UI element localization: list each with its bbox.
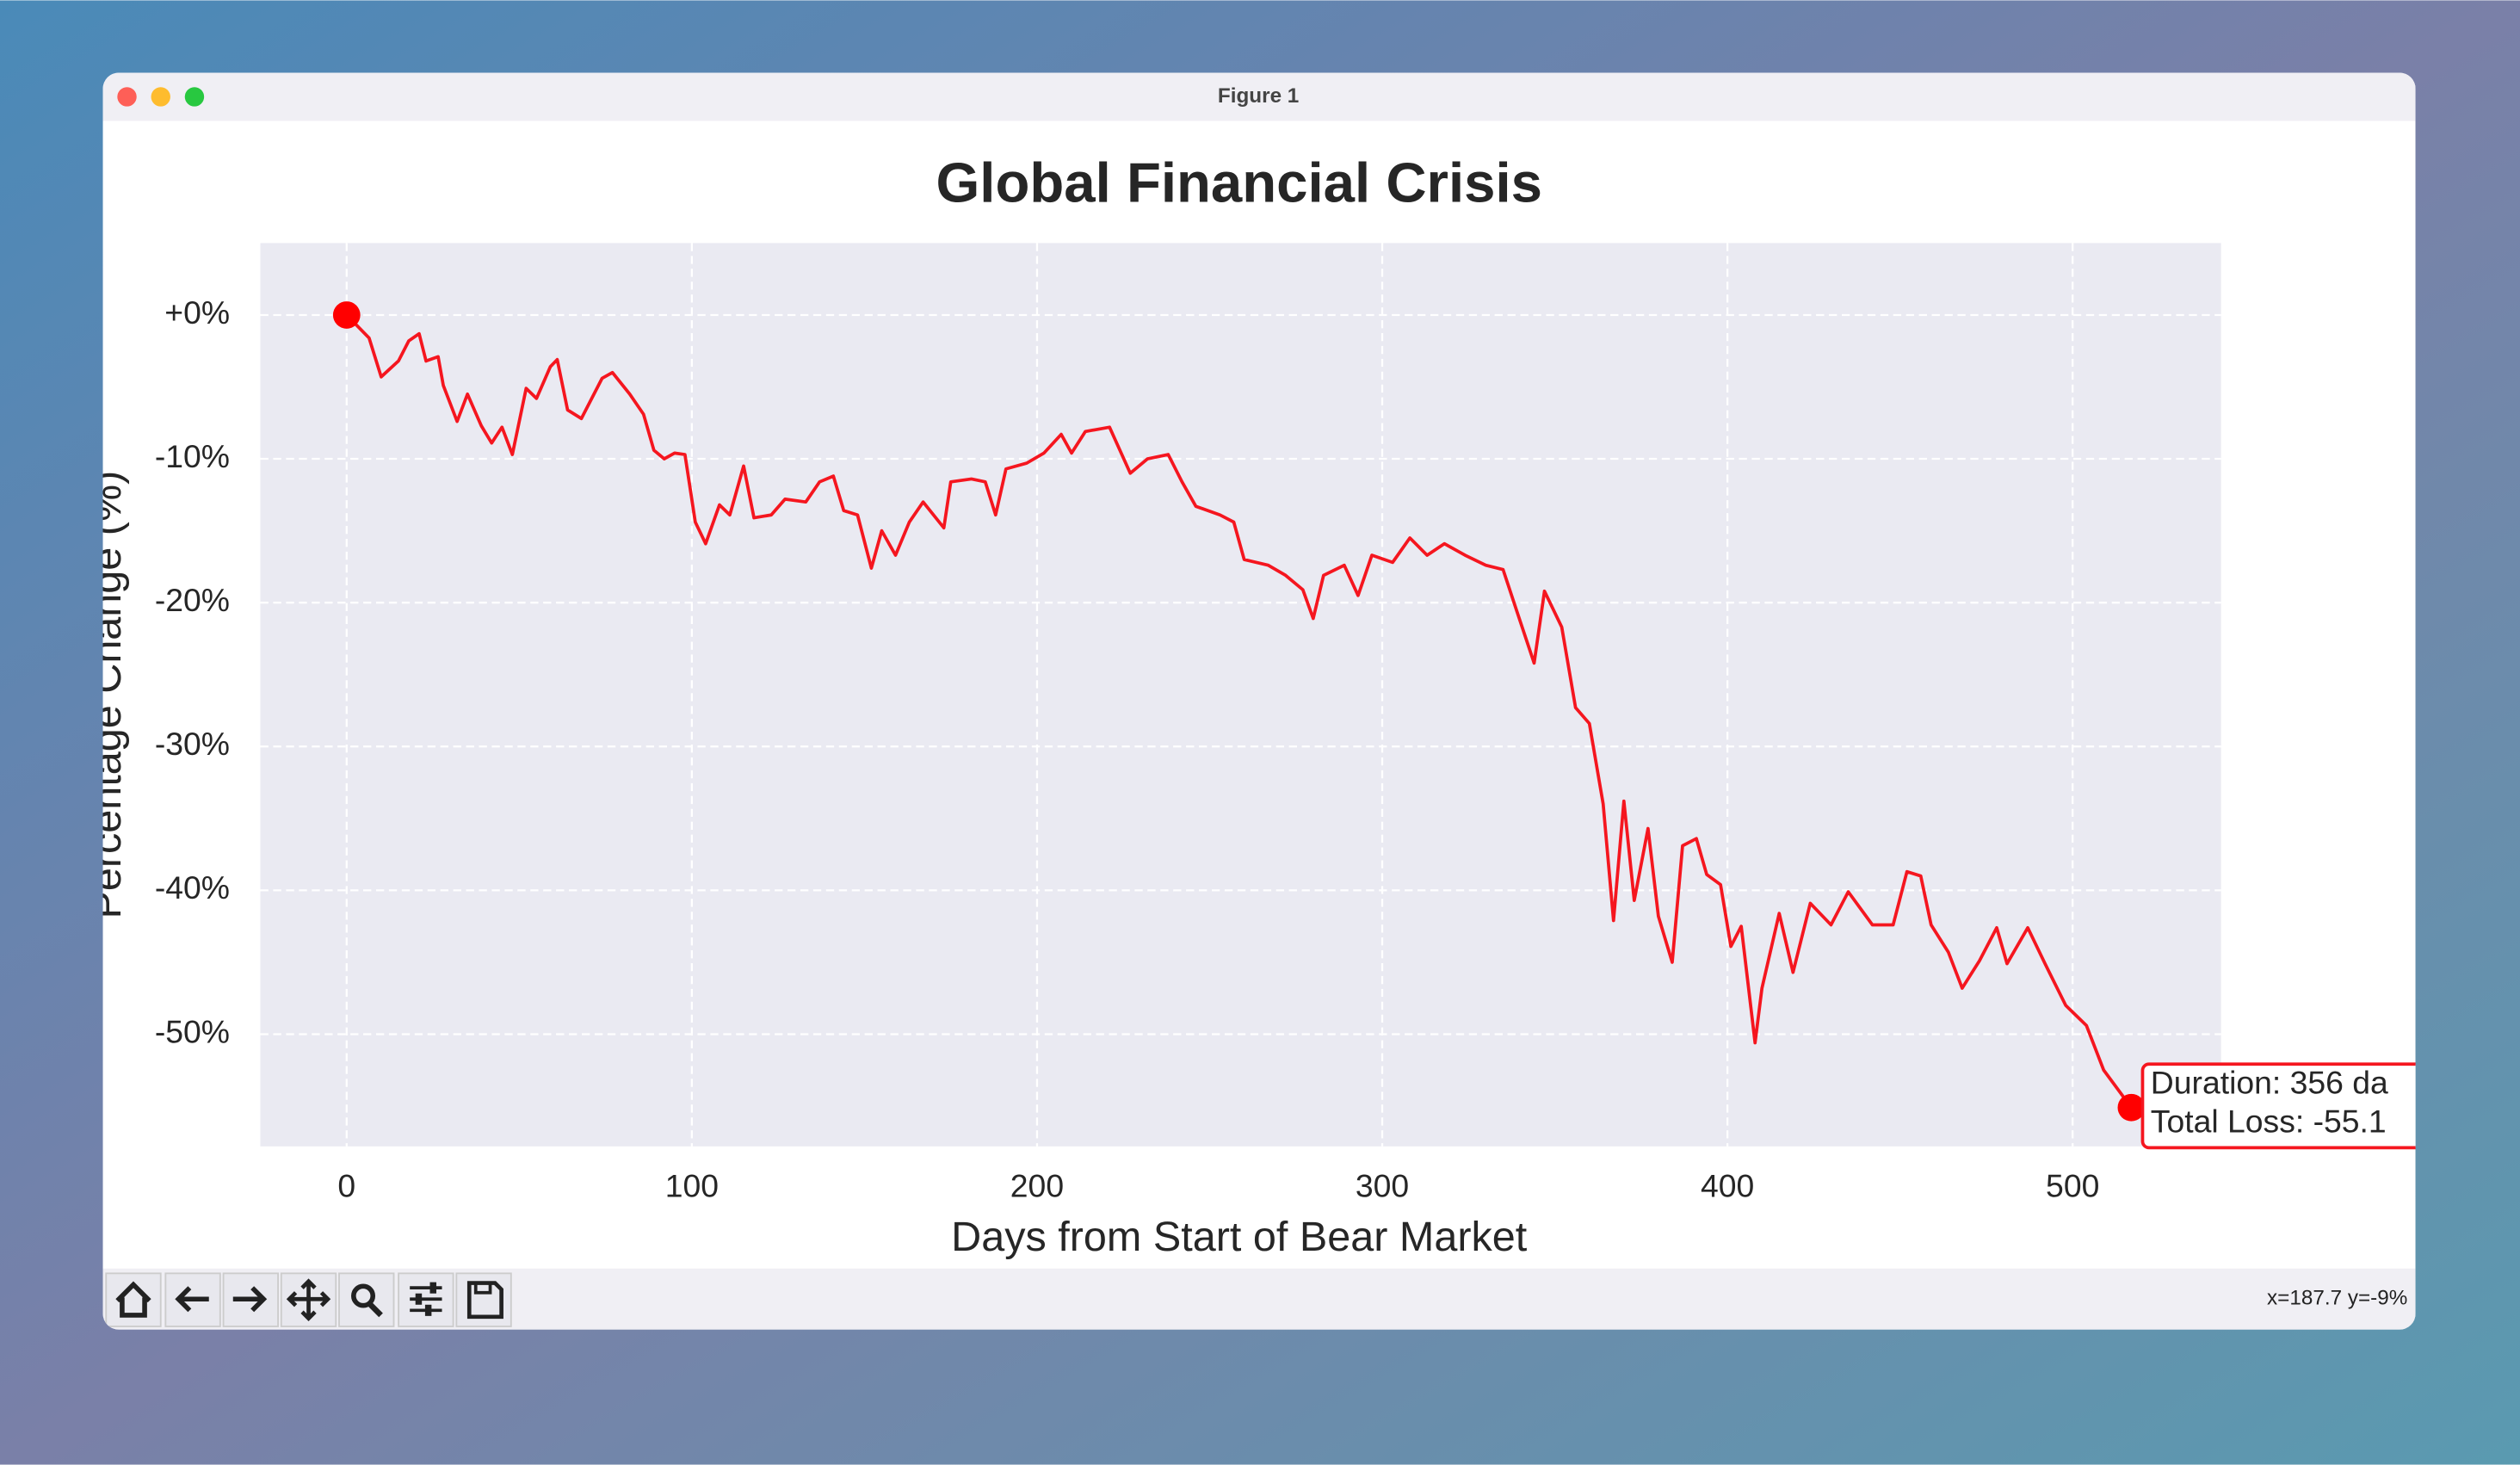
endpoint-marker [2117,1093,2146,1122]
y-tick-label: +0% [164,294,230,331]
window: Figure 1 x=187.7 y=-9% Global Financial … [83,72,2416,1330]
x-tick-label: 300 [1356,1167,1409,1203]
back-button[interactable] [164,1272,221,1327]
y-tick-label: -20% [155,582,230,618]
x-tick-label: 200 [1010,1167,1064,1203]
save-button[interactable] [455,1272,512,1327]
toolbar-icons [105,1272,512,1327]
forward-button[interactable] [222,1272,279,1327]
endpoint-marker [332,301,361,329]
x-tick-label: 500 [2046,1167,2099,1203]
chart: Global Financial Crisis 0 100 200 300 400 500 +… [83,151,2416,1260]
minimize-button[interactable] [151,87,170,107]
y-tick-label: -10% [155,438,230,474]
y-tick-label: -40% [155,869,230,906]
data-line [345,313,2133,1109]
configure-button[interactable] [398,1272,454,1327]
plot-area [260,243,2221,1147]
x-tick-label: 100 [665,1167,719,1203]
x-tick-label: 0 [337,1167,355,1203]
status-text: x=187.7 y=-9% [2267,1287,2407,1310]
y-axis-label: Percentage Change (%) [83,471,130,919]
close-button[interactable] [117,87,137,107]
annotation-text: Total Loss: -55.1 [2151,1103,2387,1139]
annotation-text: Duration: 356 da [2151,1064,2388,1100]
y-tick-label: -50% [155,1013,230,1049]
x-tick-label: 400 [1701,1167,1754,1203]
window-title: Figure 1 [1218,84,1299,108]
home-button[interactable] [105,1272,162,1327]
zoom-button[interactable] [184,87,205,107]
chart-title: Global Financial Crisis [936,151,1541,213]
annotation-box [2140,1062,2416,1150]
zoom-tool-button[interactable] [338,1272,395,1327]
x-axis-label: Days from Start of Bear Market [951,1214,1528,1260]
title-bar [102,72,2416,121]
pan-button[interactable] [280,1272,337,1327]
y-tick-label: -30% [155,726,230,762]
